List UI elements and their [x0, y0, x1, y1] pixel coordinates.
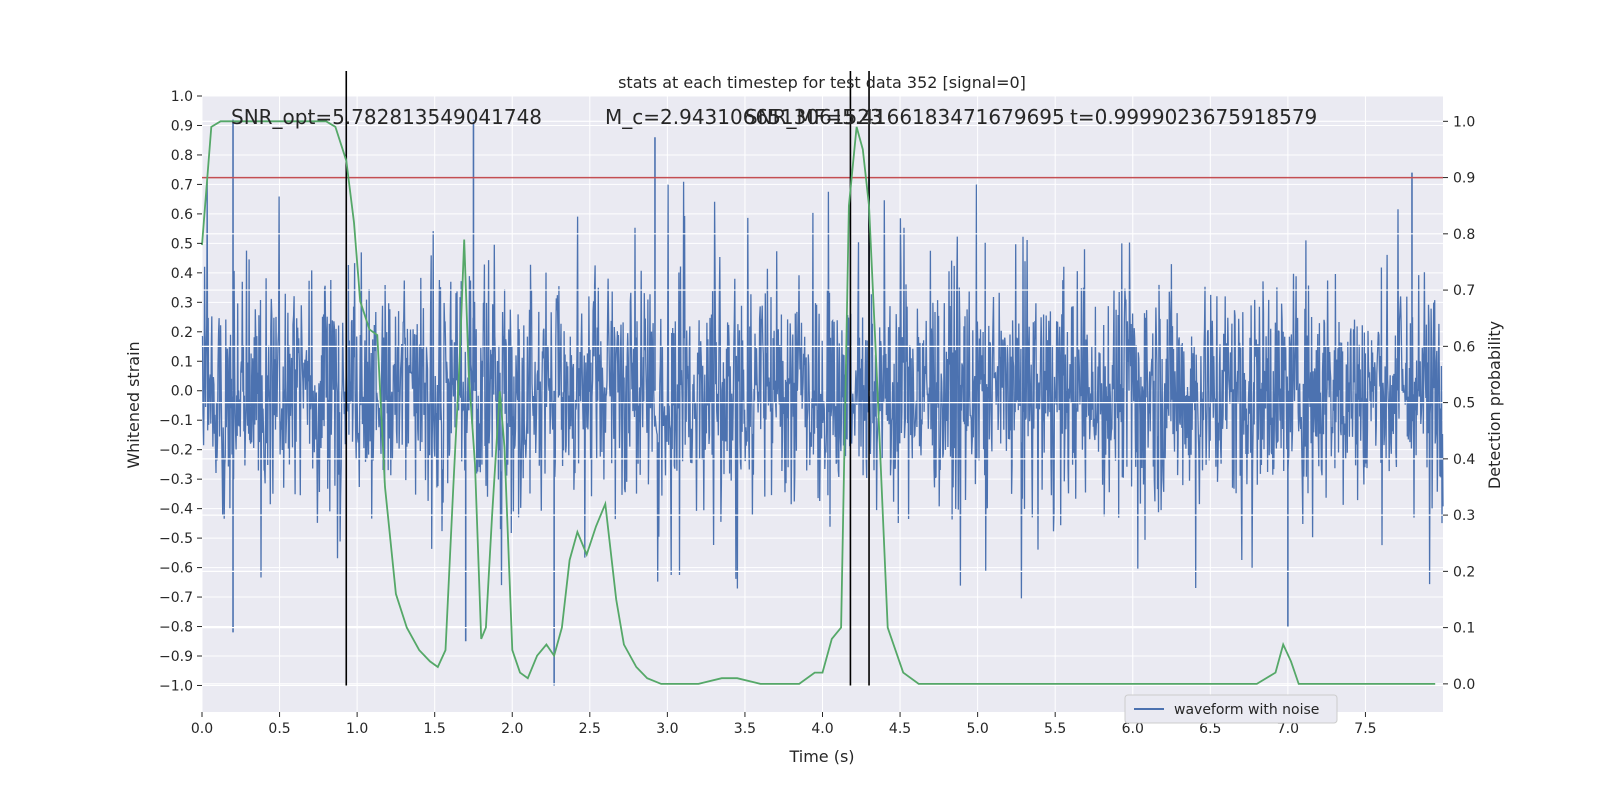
- annotation-t: t=0.9999023675918579: [1070, 105, 1317, 129]
- y-left-tick-label: 0.7: [171, 177, 193, 193]
- y-left-tick-label: 1.0: [171, 89, 193, 105]
- y-left-tick-label: 0.9: [171, 118, 193, 134]
- y-axis-label-right: Detection probability: [1485, 321, 1504, 489]
- x-tick-label: 4.5: [889, 721, 911, 737]
- y-right-tick-label: 0.8: [1453, 227, 1475, 243]
- y-left-tick-label: −0.4: [159, 502, 193, 518]
- y-right-tick-label: 0.7: [1453, 283, 1475, 299]
- annotation-snr-opt: SNR_opt=5.782813549041748: [231, 105, 542, 129]
- x-tick-label: 0.0: [191, 721, 213, 737]
- y-right-tick-label: 0.5: [1453, 396, 1475, 412]
- y-left-tick-label: −0.9: [159, 649, 193, 665]
- probability-line: [201, 120, 1436, 685]
- x-tick-label: 7.0: [1277, 721, 1299, 737]
- y-right-tick-label: 0.6: [1453, 339, 1475, 355]
- y-left-tick-label: −0.8: [159, 620, 193, 636]
- y-left-tick-label: −1.0: [159, 678, 193, 694]
- x-tick-label: 7.5: [1354, 721, 1376, 737]
- x-tick-label: 2.0: [501, 721, 523, 737]
- y-left-tick-label: −0.5: [159, 531, 193, 547]
- y-left-tick-label: 0.3: [171, 295, 193, 311]
- y-left-tick-label: 0.5: [171, 236, 193, 252]
- x-axis-label: Time (s): [788, 747, 854, 766]
- y-left-tick-label: 0.0: [171, 384, 193, 400]
- y-right-tick-label: 0.4: [1453, 452, 1475, 468]
- y-left-tick-label: 0.6: [171, 207, 193, 223]
- x-tick-label: 4.0: [811, 721, 833, 737]
- y-left-tick-label: −0.6: [159, 561, 193, 577]
- x-tick-label: 6.5: [1199, 721, 1221, 737]
- chart-title: stats at each timestep for test data 352…: [618, 73, 1026, 92]
- x-tick-label: 0.5: [268, 721, 290, 737]
- left-axis-ticks: 1.0 0.9 0.8 0.7 0.6 0.5 0.4 0.3 0.2 0.1 0.0 −0.1 −0.…: [159, 89, 202, 694]
- x-tick-label: 3.0: [656, 721, 678, 737]
- y-right-tick-label: 0.9: [1453, 171, 1475, 187]
- y-right-tick-label: 0.1: [1453, 621, 1475, 637]
- y-right-tick-label: 1.0: [1453, 114, 1475, 130]
- y-right-tick-label: 0.0: [1453, 677, 1475, 693]
- x-tick-label: 2.5: [579, 721, 601, 737]
- y-right-tick-label: 0.2: [1453, 564, 1475, 580]
- vertical-markers: [345, 71, 870, 686]
- y-left-tick-label: −0.2: [159, 443, 193, 459]
- legend-label-waveform: waveform with noise: [1174, 702, 1319, 718]
- right-axis-gridlines: [202, 120, 1443, 685]
- x-tick-label: 6.0: [1122, 721, 1144, 737]
- annotation-chirp-mass: M_c=2.9431066513061523: [605, 105, 883, 129]
- y-left-tick-label: 0.8: [171, 148, 193, 164]
- legend-box: [1124, 694, 1338, 724]
- y-right-tick-label: 0.3: [1453, 508, 1475, 524]
- y-left-tick-label: 0.1: [171, 354, 193, 370]
- y-left-tick-label: −0.3: [159, 472, 193, 488]
- x-tick-label: 1.0: [346, 721, 368, 737]
- y-left-tick-label: −0.1: [159, 413, 193, 429]
- x-tick-label: 3.5: [734, 721, 756, 737]
- legend: waveform with noise: [1124, 694, 1338, 724]
- x-tick-label: 1.5: [424, 721, 446, 737]
- right-axis-ticks: 1.0 0.9 0.8 0.7 0.6 0.5 0.4 0.3 0.2 0.1 0.0: [1443, 114, 1475, 693]
- y-left-tick-label: 0.4: [171, 266, 193, 282]
- y-axis-label-left: Whitened strain: [124, 341, 143, 468]
- probability-series: [201, 120, 1436, 685]
- annotation-snr-mf: SNR_MF=5.4166183471679695: [745, 105, 1065, 129]
- y-left-tick-label: −0.7: [159, 590, 193, 606]
- waveform-line: [201, 179, 1444, 599]
- x-axis-ticks: 0.0 0.5 1.0 1.5 2.0 2.5 3.0 3.5 4.0 4.5 5.0 5.5 6.0 6…: [191, 712, 1377, 737]
- x-tick-label: 5.0: [966, 721, 988, 737]
- annotations: SNR_opt=5.782813549041748 M_c=2.94310665…: [231, 105, 1317, 129]
- y-left-tick-label: 0.2: [171, 325, 193, 341]
- x-tick-label: 5.5: [1044, 721, 1066, 737]
